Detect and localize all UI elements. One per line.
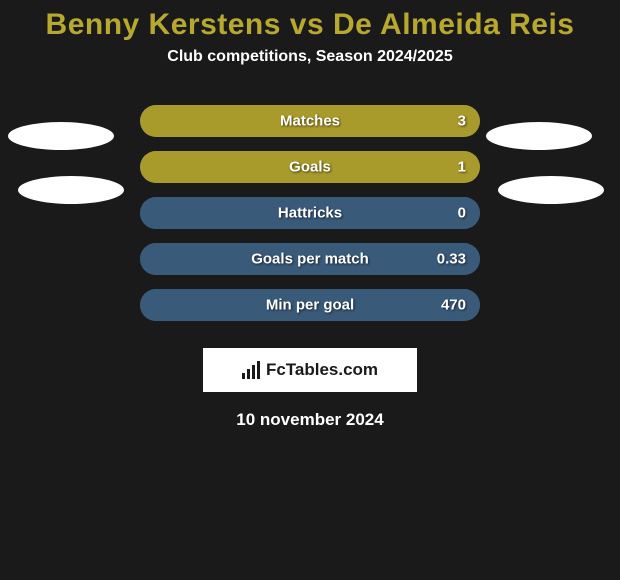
stat-row: Goals per match 0.33	[0, 236, 620, 282]
stat-label: Hattricks	[278, 205, 342, 222]
decorative-ellipse	[486, 122, 592, 150]
stat-bar: Goals 1	[140, 151, 480, 183]
stat-bar: Hattricks 0	[140, 197, 480, 229]
decorative-ellipse	[8, 122, 114, 150]
stat-label: Goals	[289, 159, 331, 176]
stat-label: Matches	[280, 113, 340, 130]
stat-bar: Goals per match 0.33	[140, 243, 480, 275]
stat-bar: Min per goal 470	[140, 289, 480, 321]
stat-label: Goals per match	[251, 251, 369, 268]
infographic-container: Benny Kerstens vs De Almeida Reis Club c…	[0, 0, 620, 580]
stat-label: Min per goal	[266, 297, 354, 314]
decorative-ellipse	[498, 176, 604, 204]
brand-box[interactable]: FcTables.com	[203, 348, 417, 392]
stat-value-right: 0	[458, 205, 466, 222]
page-title: Benny Kerstens vs De Almeida Reis	[0, 8, 620, 42]
decorative-ellipse	[18, 176, 124, 204]
chart-icon	[242, 361, 260, 379]
stat-row: Min per goal 470	[0, 282, 620, 328]
stat-value-right: 0.33	[437, 251, 466, 268]
date-text: 10 november 2024	[0, 410, 620, 430]
subtitle: Club competitions, Season 2024/2025	[0, 48, 620, 66]
stat-bar: Matches 3	[140, 105, 480, 137]
stat-value-right: 470	[441, 297, 466, 314]
brand-text: FcTables.com	[266, 360, 378, 380]
stat-value-right: 1	[458, 159, 466, 176]
stat-value-right: 3	[458, 113, 466, 130]
